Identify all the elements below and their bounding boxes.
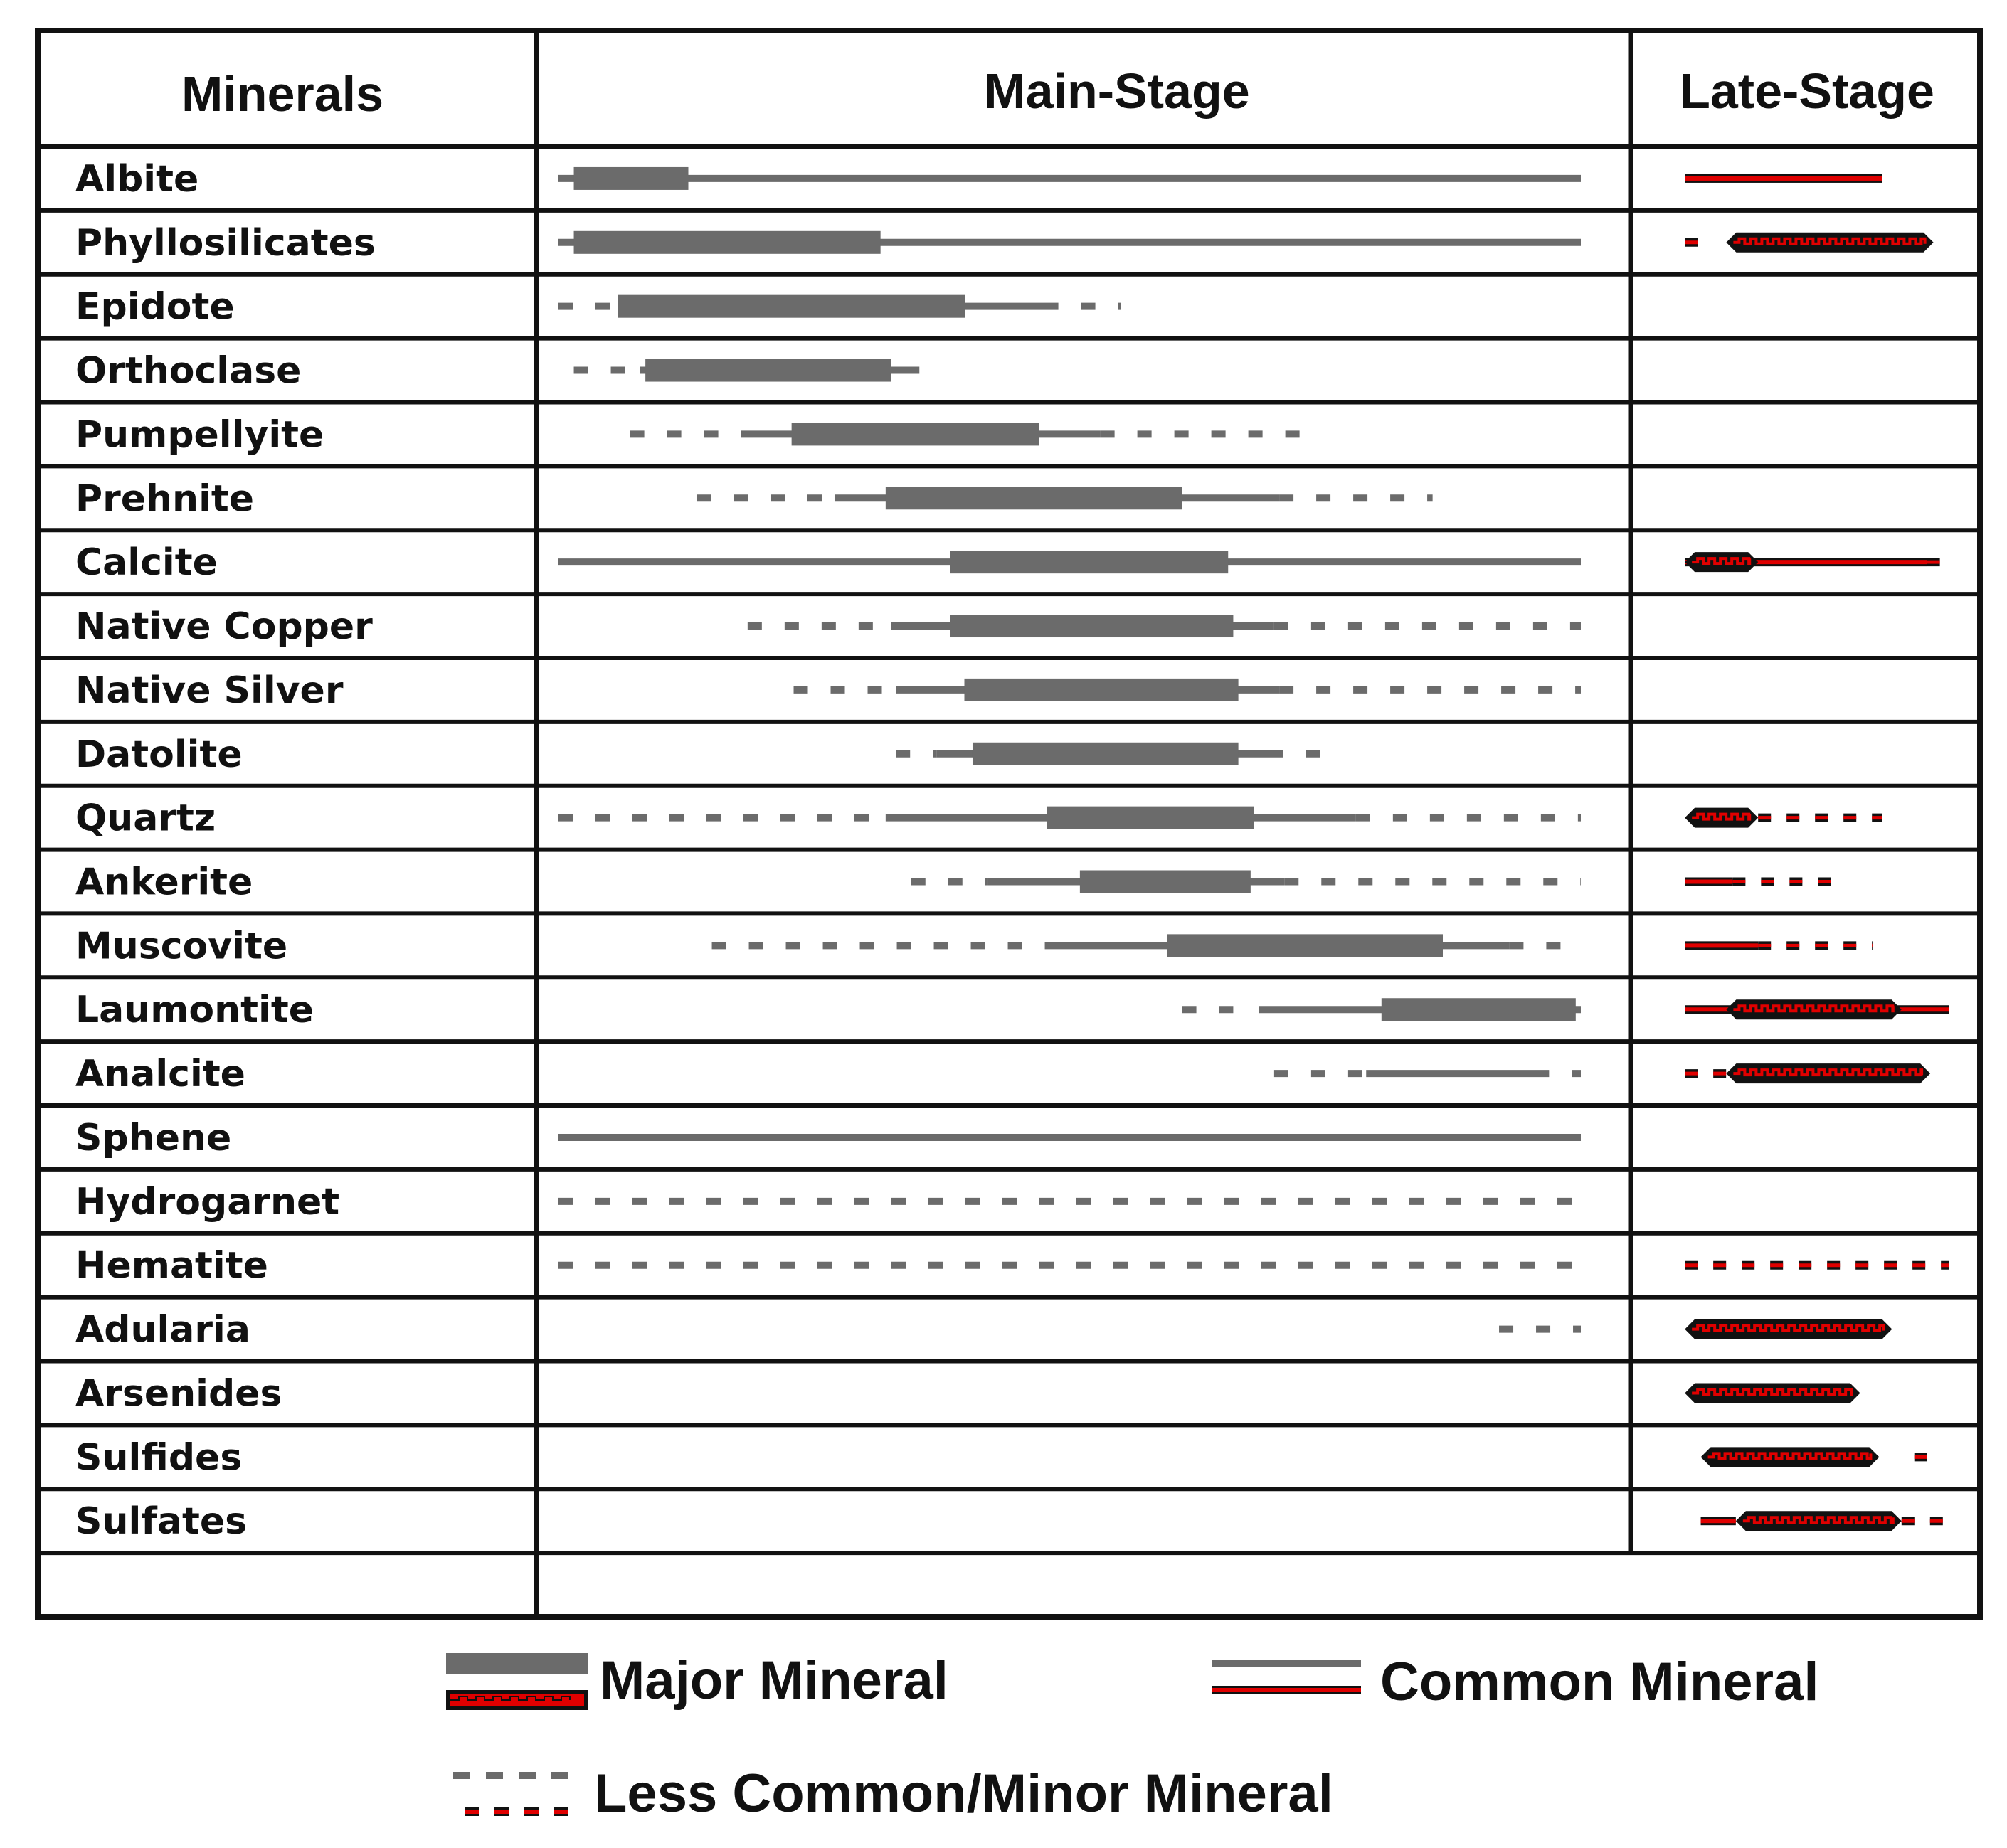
major-bar-epidote xyxy=(618,294,965,318)
mineral-row-quartz: Quartz xyxy=(38,783,1980,840)
header-minerals: Minerals xyxy=(181,66,383,122)
mineral-name-quartz: Quartz xyxy=(75,797,216,840)
mineral-row-datolite: Datolite xyxy=(38,719,1980,776)
mineral-row-arsenides: Arsenides xyxy=(38,1359,1980,1415)
late-major-bar-calcite xyxy=(1685,552,1759,573)
major-bar-native-copper xyxy=(950,615,1234,638)
mineral-name-arsenides: Arsenides xyxy=(75,1372,282,1415)
major-bar-calcite xyxy=(950,551,1229,574)
header-main-stage: Main-Stage xyxy=(984,63,1249,119)
mineral-row-orthoclase: Orthoclase xyxy=(38,336,1980,393)
mineral-name-ankerite: Ankerite xyxy=(75,861,253,904)
legend-major-label: Major Mineral xyxy=(600,1650,948,1711)
major-bar-albite xyxy=(573,166,689,190)
legend: Major Mineral Common Mineral Less Common… xyxy=(446,1650,1819,1824)
major-bar-orthoclase xyxy=(645,359,891,382)
mineral-row-analcite: Analcite xyxy=(38,1039,1980,1095)
header-late-stage: Late-Stage xyxy=(1680,63,1934,119)
major-bar-phyllosilicates xyxy=(573,230,881,254)
mineral-name-sulfates: Sulfates xyxy=(75,1500,247,1543)
mineral-row-muscovite: Muscovite xyxy=(38,911,1980,967)
mineral-row-prehnite: Prehnite xyxy=(38,464,1980,520)
legend-minor-label: Less Common/Minor Mineral xyxy=(594,1763,1333,1824)
mineral-row-albite: Albite xyxy=(75,158,1882,201)
mineral-row-native-silver: Native Silver xyxy=(38,655,1980,712)
mineral-row-hydrogarnet: Hydrogarnet xyxy=(38,1167,1980,1223)
mineral-name-albite: Albite xyxy=(75,158,198,201)
late-major-bar-sulfides xyxy=(1700,1447,1880,1467)
late-major-bar-adularia xyxy=(1685,1319,1892,1339)
late-major-bar-quartz xyxy=(1685,807,1759,828)
mineral-name-phyllosilicates: Phyllosilicates xyxy=(75,222,376,265)
mineral-row-adularia: Adularia xyxy=(38,1295,1980,1352)
mineral-name-muscovite: Muscovite xyxy=(75,925,287,967)
mineral-name-prehnite: Prehnite xyxy=(75,477,254,520)
legend-major-swatch xyxy=(446,1653,588,1710)
mineral-name-sulfides: Sulfides xyxy=(75,1436,242,1479)
major-bar-quartz xyxy=(1047,806,1254,829)
late-common-bar-albite xyxy=(1685,174,1882,183)
mineral-name-datolite: Datolite xyxy=(75,733,243,776)
mineral-name-pumpellyite: Pumpellyite xyxy=(75,413,324,456)
major-bar-ankerite xyxy=(1079,870,1251,893)
major-bar-datolite xyxy=(972,742,1239,765)
legend-common-swatch xyxy=(1212,1660,1361,1694)
major-bar-pumpellyite xyxy=(791,423,1039,446)
mineral-name-orthoclase: Orthoclase xyxy=(75,350,301,393)
mineral-name-hematite: Hematite xyxy=(75,1245,268,1287)
mineral-name-epidote: Epidote xyxy=(75,286,235,329)
late-common-bar-sulfates xyxy=(1700,1517,1736,1526)
mineral-name-native-copper: Native Copper xyxy=(75,605,373,648)
mineral-rows: Albite Phyllosilicates Epidote Orthoclase Pu… xyxy=(38,158,1980,1556)
mineral-name-adularia: Adularia xyxy=(75,1309,250,1352)
major-bar-laumontite xyxy=(1381,998,1576,1021)
late-major-bar-arsenides xyxy=(1685,1383,1860,1403)
mineral-row-sulfides: Sulfides xyxy=(38,1423,1980,1479)
late-common-bar-ankerite xyxy=(1685,877,1733,886)
late-common-bar-muscovite xyxy=(1685,941,1759,950)
table-border xyxy=(35,28,1983,1620)
mineral-name-calcite: Calcite xyxy=(75,541,218,584)
major-bar-muscovite xyxy=(1167,934,1444,957)
mineral-row-ankerite: Ankerite xyxy=(38,847,1980,904)
mineral-name-native-silver: Native Silver xyxy=(75,669,344,712)
late-major-bar-analcite xyxy=(1726,1063,1931,1084)
mineral-row-calcite: Calcite xyxy=(38,528,1980,584)
late-major-bar-sulfates xyxy=(1735,1511,1902,1531)
mineral-name-analcite: Analcite xyxy=(75,1053,245,1095)
major-bar-native-silver xyxy=(964,678,1239,701)
mineral-name-laumontite: Laumontite xyxy=(75,989,314,1031)
mineral-row-epidote: Epidote xyxy=(38,272,1980,329)
late-major-bar-laumontite xyxy=(1726,999,1902,1020)
paragenesis-table: Minerals Main-Stage Late-Stage Albite Phy… xyxy=(35,28,1983,1620)
mineral-row-sphene: Sphene xyxy=(38,1103,1980,1159)
mineral-row-pumpellyite: Pumpellyite xyxy=(38,400,1980,456)
legend-common-label: Common Mineral xyxy=(1380,1652,1819,1712)
mineral-row-hematite: Hematite xyxy=(38,1231,1980,1287)
legend-minor-swatch xyxy=(453,1772,580,1816)
mineral-row-native-copper: Native Copper xyxy=(38,592,1980,648)
mineral-row-phyllosilicates: Phyllosilicates xyxy=(38,208,1980,265)
mineral-row-sulfates: Sulfates xyxy=(38,1487,1980,1543)
major-bar-prehnite xyxy=(885,487,1182,510)
mineral-name-sphene: Sphene xyxy=(75,1117,231,1159)
late-major-bar-phyllosilicates xyxy=(1726,232,1934,253)
mineral-row-laumontite: Laumontite xyxy=(38,975,1980,1031)
mineral-name-hydrogarnet: Hydrogarnet xyxy=(75,1181,339,1223)
